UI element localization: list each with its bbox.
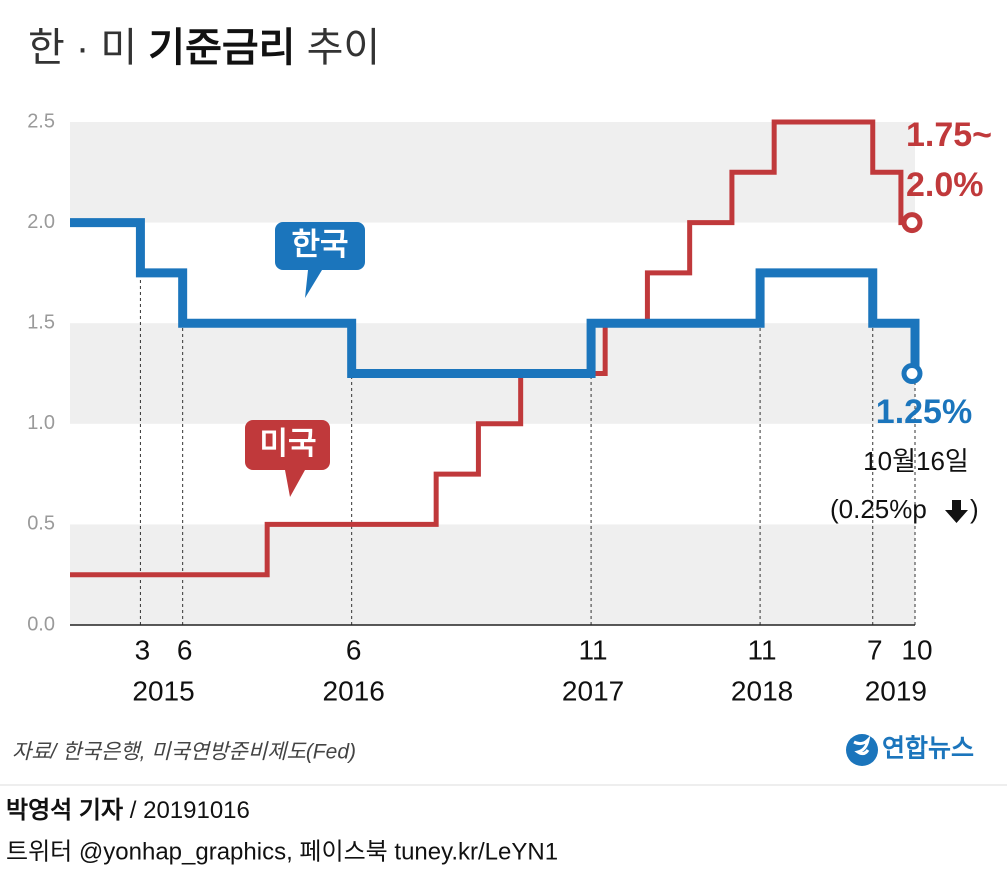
grid-band <box>70 122 915 223</box>
byline-reporter: 박영석 기자 <box>6 797 123 824</box>
end-marker <box>901 363 923 384</box>
legend-us: 미국 <box>245 420 330 497</box>
end-marker <box>901 212 923 234</box>
down-arrow-icon <box>945 500 968 523</box>
x-tick-label: 11 <box>748 634 777 665</box>
legend-label: 미국 <box>259 426 316 461</box>
grid-bands <box>70 122 915 625</box>
series-line <box>70 119 915 578</box>
y-tick-label: 1.0 <box>27 412 55 434</box>
byline-date: 20191016 <box>143 797 250 824</box>
annotation-kr-rate: 1.25% <box>876 393 972 431</box>
y-tick-label: 2.5 <box>27 110 55 132</box>
y-tick-label: 0.5 <box>27 513 55 535</box>
source: 자료/ 한국은행, 미국연방준비제도(Fed) <box>12 741 356 764</box>
series-line <box>70 218 920 378</box>
legend-label: 한국 <box>291 227 348 262</box>
x-year-label: 2015 <box>132 675 194 706</box>
x-tick-label: 3 <box>135 634 151 665</box>
social: 트위터 @yonhap_graphics, 페이스북 tuney.kr/LeYN… <box>6 838 558 865</box>
x-year-label: 2017 <box>562 675 624 706</box>
title-part: 한 · 미 <box>28 26 137 70</box>
annotation-us-range: 2.0% <box>906 166 984 204</box>
title-part: 기준금리 <box>148 26 295 70</box>
x-year-label: 2019 <box>865 675 927 706</box>
legend-bubble <box>275 222 365 298</box>
annotation-change: (0.25%p <box>830 494 927 524</box>
x-tick-label: 7 <box>867 634 883 665</box>
logo-text: 연합뉴스 <box>882 735 974 763</box>
annotation-change: ) <box>970 494 979 524</box>
byline: 박영석 기자 / 20191016 <box>6 797 250 824</box>
x-tick-label: 10 <box>901 634 932 665</box>
x-tick-label: 6 <box>177 634 193 665</box>
annotation-date: 10월16일 <box>863 446 969 476</box>
x-tick-label: 6 <box>346 634 362 665</box>
logo-mark <box>853 735 871 756</box>
x-year-label: 2016 <box>323 675 385 706</box>
legend-bubble <box>245 420 330 497</box>
annotation-us-range: 1.75~ <box>906 116 992 154</box>
legend-korea: 한국 <box>275 222 365 298</box>
y-tick-label: 0.0 <box>27 613 55 635</box>
byline-separator: / <box>130 797 137 824</box>
y-tick-label: 2.0 <box>27 211 55 233</box>
x-year-label: 2018 <box>731 675 793 706</box>
x-tick-label: 11 <box>579 634 608 665</box>
y-tick-label: 1.5 <box>27 311 55 333</box>
footer-background <box>0 785 1007 888</box>
title-part: 추이 <box>307 26 381 70</box>
chart-title: 한 · 미 기준금리 추이 <box>28 26 380 70</box>
logo: 연합뉴스 <box>846 734 974 766</box>
series-lines <box>70 119 923 578</box>
